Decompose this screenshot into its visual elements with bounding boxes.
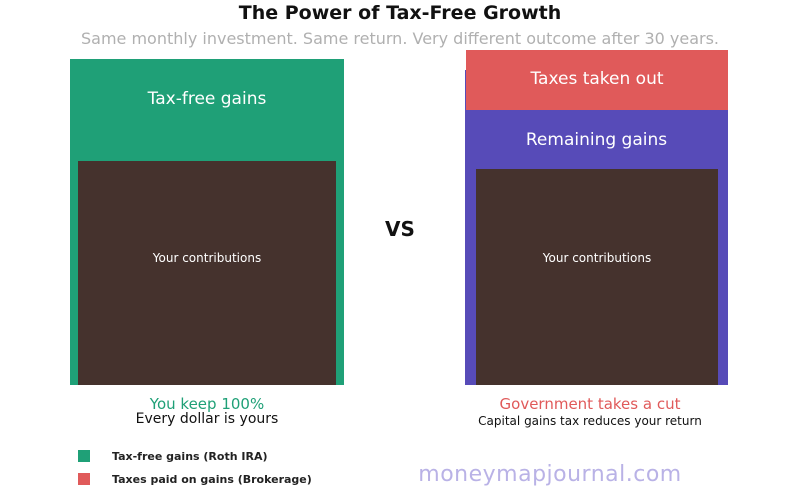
legend-label-taxes-paid: Taxes paid on gains (Brokerage) (112, 473, 312, 486)
left-headline: You keep 100% (149, 395, 265, 413)
right-contributions-label: Your contributions (542, 251, 652, 265)
watermark: moneymapjournal.com (418, 462, 682, 487)
right-headline: Government takes a cut (499, 395, 681, 413)
left-contributions-block (78, 161, 336, 385)
right-caption: Capital gains tax reduces your return (478, 414, 702, 428)
taxes-taken-out-label: Taxes taken out (530, 69, 664, 89)
taxes-taken-out-block (466, 50, 728, 110)
legend-swatch-tax-free (78, 450, 90, 462)
legend-swatch-taxes-paid (78, 473, 90, 485)
tax-free-gains-label: Tax-free gains (147, 89, 267, 109)
left-caption: Every dollar is yours (135, 411, 279, 427)
page-title: The Power of Tax-Free Growth (238, 2, 562, 24)
remaining-gains-label: Remaining gains (525, 130, 668, 150)
legend-label-tax-free: Tax-free gains (Roth IRA) (112, 450, 268, 463)
vs-label: VS (385, 217, 415, 241)
left-contributions-label: Your contributions (152, 251, 262, 265)
right-contributions-block (476, 169, 718, 385)
page-subtitle: Same monthly investment. Same return. Ve… (80, 29, 720, 48)
